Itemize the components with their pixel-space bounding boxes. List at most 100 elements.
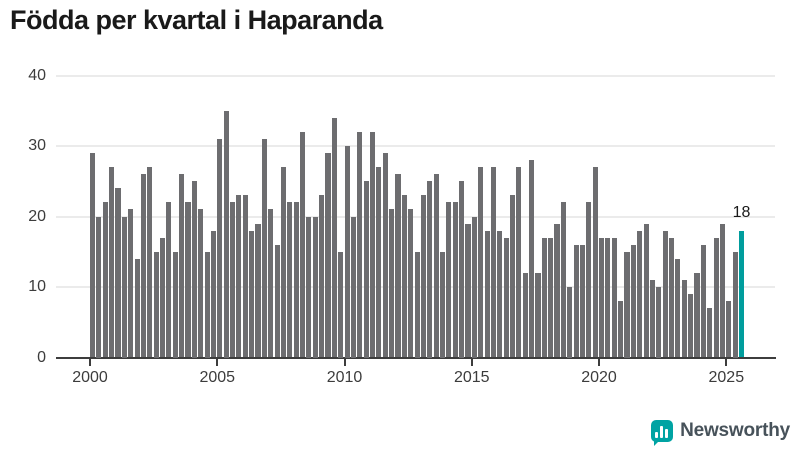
bar-2015-Q2[interactable] — [478, 167, 484, 358]
bar-2007-Q1[interactable] — [268, 209, 274, 358]
bar-2007-Q2[interactable] — [274, 244, 280, 358]
bar-2013-Q4[interactable] — [439, 251, 446, 358]
bar-2024-Q4[interactable] — [719, 223, 726, 358]
bar-2005-Q3[interactable] — [229, 202, 236, 358]
bar-2005-Q1[interactable] — [217, 138, 223, 358]
bar-2006-Q4[interactable] — [261, 138, 267, 358]
bar-2001-Q1[interactable] — [115, 188, 121, 358]
bar-2006-Q1[interactable] — [242, 195, 248, 358]
bar-2008-Q1[interactable] — [293, 202, 299, 358]
bar-2022-Q3[interactable] — [662, 230, 668, 358]
bar-2006-Q2[interactable] — [249, 230, 255, 358]
bar-2021-Q4[interactable] — [643, 223, 649, 358]
bar-2000-Q4[interactable] — [109, 167, 115, 358]
bar-2017-Q1[interactable] — [522, 272, 528, 358]
bar-2000-Q2[interactable] — [96, 216, 102, 358]
bar-2024-Q2[interactable] — [707, 308, 713, 358]
bar-2003-Q4[interactable] — [185, 202, 191, 358]
bar-2014-Q2[interactable] — [452, 202, 458, 358]
bar-2006-Q3[interactable] — [255, 223, 261, 358]
bar-2019-Q1[interactable] — [573, 244, 579, 358]
bar-2025-Q1[interactable] — [726, 301, 732, 358]
bar-2003-Q1[interactable] — [166, 202, 172, 358]
bar-2013-Q2[interactable] — [427, 181, 433, 358]
bar-2003-Q2[interactable] — [172, 251, 178, 358]
bar-2005-Q4[interactable] — [236, 195, 242, 358]
bar-2021-Q1[interactable] — [624, 251, 630, 358]
bar-2020-Q1[interactable] — [599, 237, 605, 358]
bar-2003-Q3[interactable] — [179, 174, 185, 358]
bar-2020-Q4[interactable] — [618, 301, 624, 358]
bar-2004-Q1[interactable] — [191, 181, 197, 358]
bar-2025-Q2[interactable] — [732, 251, 738, 358]
bar-2022-Q4[interactable] — [669, 237, 675, 358]
bar-2004-Q3[interactable] — [204, 251, 210, 358]
bar-2002-Q3[interactable] — [153, 251, 159, 358]
bar-2018-Q3[interactable] — [560, 202, 566, 358]
bar-2022-Q1[interactable] — [649, 279, 656, 358]
bar-2001-Q4[interactable] — [134, 258, 140, 358]
bar-2012-Q3[interactable] — [408, 209, 414, 358]
bar-2023-Q2[interactable] — [681, 279, 687, 358]
bar-2023-Q1[interactable] — [675, 258, 681, 358]
bar-2023-Q4[interactable] — [694, 272, 700, 358]
bar-2002-Q2[interactable] — [147, 167, 153, 358]
bar-2008-Q2[interactable] — [299, 131, 306, 358]
bar-2012-Q2[interactable] — [401, 195, 407, 358]
bar-2017-Q4[interactable] — [541, 237, 547, 358]
bar-2021-Q2[interactable] — [630, 244, 636, 358]
bar-2009-Q1[interactable] — [319, 195, 325, 358]
bar-2015-Q1[interactable] — [471, 216, 477, 358]
bar-2020-Q3[interactable] — [611, 237, 617, 358]
bar-2010-Q4[interactable] — [363, 181, 369, 358]
bar-2023-Q3[interactable] — [688, 294, 694, 358]
bar-2017-Q2[interactable] — [529, 160, 535, 358]
bar-2012-Q1[interactable] — [395, 174, 401, 358]
bar-2024-Q3[interactable] — [713, 237, 719, 358]
bar-2018-Q1[interactable] — [548, 237, 554, 358]
bar-2009-Q2[interactable] — [325, 153, 331, 358]
bar-2025-Q3[interactable] — [739, 230, 745, 358]
bar-2013-Q3[interactable] — [433, 174, 439, 358]
bar-2012-Q4[interactable] — [414, 251, 420, 358]
bar-2014-Q3[interactable] — [459, 181, 465, 358]
bar-2004-Q4[interactable] — [210, 230, 216, 358]
bar-2018-Q4[interactable] — [567, 287, 573, 358]
bar-2011-Q2[interactable] — [376, 167, 382, 358]
newsworthy-logo[interactable]: Newsworthy — [651, 419, 790, 446]
bar-2014-Q1[interactable] — [446, 202, 452, 358]
bar-2020-Q2[interactable] — [605, 237, 611, 358]
bar-2008-Q3[interactable] — [306, 216, 312, 358]
bar-2016-Q3[interactable] — [509, 195, 516, 358]
bar-2007-Q4[interactable] — [287, 202, 293, 358]
bar-2019-Q3[interactable] — [586, 202, 592, 358]
bar-2009-Q4[interactable] — [338, 251, 344, 358]
bar-2002-Q1[interactable] — [140, 174, 146, 358]
bar-2013-Q1[interactable] — [420, 195, 426, 358]
bar-2016-Q2[interactable] — [503, 237, 509, 358]
bar-2004-Q2[interactable] — [198, 209, 204, 358]
bar-2011-Q4[interactable] — [389, 209, 395, 358]
bar-2009-Q3[interactable] — [331, 117, 337, 358]
bar-2015-Q3[interactable] — [484, 230, 490, 358]
bar-2016-Q1[interactable] — [497, 230, 503, 358]
bar-2014-Q4[interactable] — [465, 223, 471, 358]
bar-2018-Q2[interactable] — [554, 223, 560, 358]
bar-2002-Q4[interactable] — [159, 237, 166, 358]
bar-2022-Q2[interactable] — [656, 287, 662, 358]
bar-2019-Q4[interactable] — [592, 167, 598, 358]
bar-2000-Q3[interactable] — [102, 202, 108, 358]
bar-2005-Q2[interactable] — [223, 110, 229, 358]
bar-2015-Q4[interactable] — [490, 167, 496, 358]
bar-2017-Q3[interactable] — [535, 272, 541, 358]
bar-2016-Q4[interactable] — [516, 167, 522, 358]
bar-2008-Q4[interactable] — [312, 216, 318, 358]
bar-2021-Q3[interactable] — [637, 230, 643, 358]
bar-2011-Q1[interactable] — [369, 131, 376, 358]
bar-2001-Q2[interactable] — [121, 216, 127, 358]
bar-2010-Q3[interactable] — [357, 131, 363, 358]
bar-2019-Q2[interactable] — [579, 244, 586, 358]
bar-2007-Q3[interactable] — [280, 167, 286, 358]
bar-2010-Q1[interactable] — [344, 146, 350, 358]
bar-2024-Q1[interactable] — [700, 244, 706, 358]
